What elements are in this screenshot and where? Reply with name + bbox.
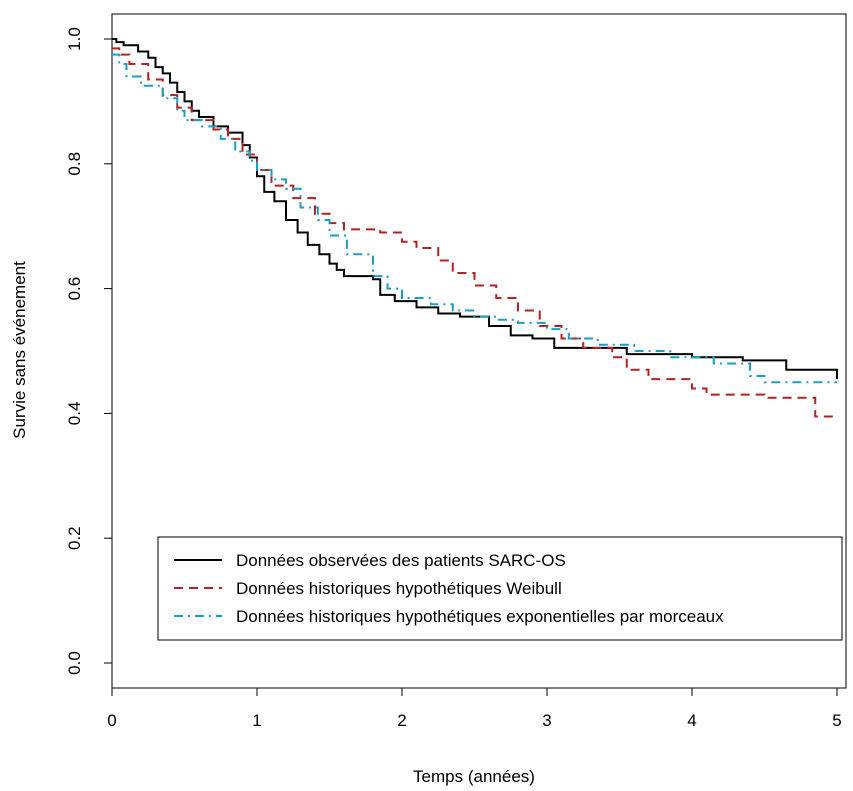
y-tick-label: 0.2 [65,526,84,550]
series-line-3 [112,53,837,384]
series-layer [112,38,838,418]
x-tick-label: 4 [687,711,696,730]
legend: Données observées des patients SARC-OS Do… [157,536,843,641]
legend-label: Données historiques hypothétiques Weibul… [236,579,562,598]
series-line-1 [112,38,838,380]
x-tick-label: 3 [542,711,551,730]
y-tick-label: 0.6 [65,277,84,301]
series-line-2 [112,47,837,418]
x-tick-label: 0 [107,711,116,730]
x-tick-label: 5 [832,711,841,730]
y-tick-label: 0.8 [65,152,84,176]
x-tick-label: 1 [252,711,261,730]
y-tick-label: 0.4 [65,402,84,426]
x-axis-label: Temps (années) [413,767,535,786]
y-tick-label: 0.0 [65,651,84,675]
y-tick-label: 1.0 [65,27,84,51]
legend-box [157,536,843,641]
x-axis: 0 1 2 3 4 5 [107,687,842,730]
legend-label: Données historiques hypothétiques expone… [236,607,724,626]
x-tick-label: 2 [397,711,406,730]
y-axis-label: Survie sans événement [10,261,29,439]
y-axis: 0.0 0.2 0.4 0.6 0.8 1.0 [65,27,113,675]
legend-label: Données observées des patients SARC-OS [236,551,566,570]
